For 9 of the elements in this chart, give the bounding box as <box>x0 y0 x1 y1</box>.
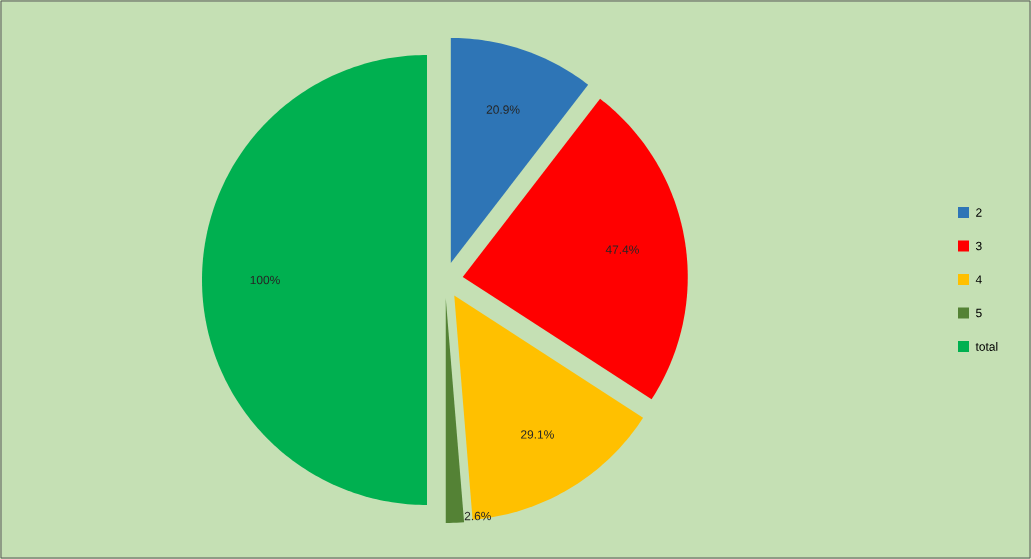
legend-label: 3 <box>975 241 982 251</box>
data-label: 29.1% <box>521 430 554 439</box>
data-label: 47.4% <box>605 245 639 254</box>
data-label: 100% <box>250 275 280 285</box>
legend-label: 2 <box>976 208 982 217</box>
data-label: 20.9% <box>486 105 520 114</box>
legend-label: 5 <box>976 308 982 318</box>
legend-label: 4 <box>975 275 982 284</box>
legend-label: total <box>975 342 998 351</box>
